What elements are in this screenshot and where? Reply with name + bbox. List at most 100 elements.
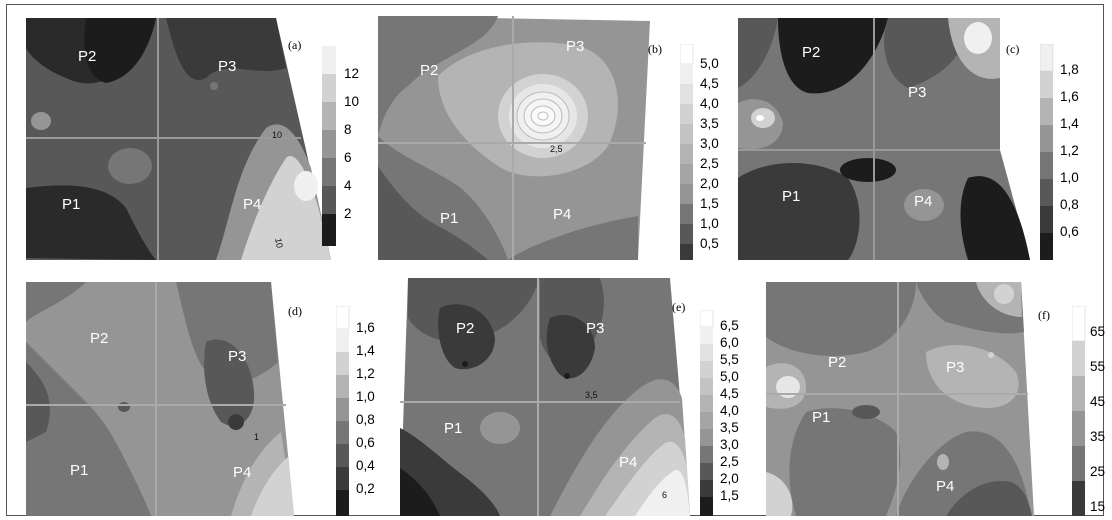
legend-tick: 3,5: [720, 420, 739, 435]
map-b: [378, 16, 650, 260]
plot-label-p4: P4: [233, 464, 252, 481]
legend-tick: 3,0: [700, 136, 719, 151]
plot-label-p3: P3: [228, 348, 247, 365]
panel-letter: (f): [1038, 308, 1050, 322]
legend-bar-c: [1040, 44, 1054, 260]
plot-label-p3: P3: [908, 84, 927, 101]
legend-tick: 2,0: [720, 471, 739, 486]
contour-label: 2,5: [550, 144, 563, 154]
legend-tick: 1,2: [356, 366, 375, 381]
legend-tick: 55: [1090, 359, 1106, 374]
legend-tick: 5,5: [720, 352, 739, 367]
legend-a: 12 10 8 6 4 2: [322, 46, 382, 258]
legend-tick: 2,5: [720, 454, 739, 469]
legend-tick: 6,5: [720, 318, 739, 333]
panel-a: P2 P3 P1 P4 (a) 10 10: [26, 18, 346, 260]
legend-tick: 1,2: [1060, 143, 1079, 158]
contour-label: 1: [254, 432, 260, 442]
legend-f: 65 55 45 35 25 15: [1072, 306, 1106, 516]
legend-bar-b: [680, 44, 694, 260]
legend-bar-a: [322, 46, 336, 246]
legend-b: 5,0 4,5 4,0 3,5 3,0 2,5 2,0 1,5 1,0 0,5: [680, 44, 740, 260]
legend-tick: 4,5: [700, 76, 719, 91]
legend-bar-e: [700, 310, 714, 516]
legend-tick: 3,0: [720, 437, 739, 452]
plot-label-p4: P4: [936, 478, 955, 495]
legend-tick: 4,0: [720, 403, 739, 418]
legend-tick: 1,4: [1060, 116, 1079, 131]
plot-label-p1: P1: [444, 420, 463, 437]
legend-tick: 10: [344, 94, 360, 109]
legend-tick: 8: [344, 122, 352, 137]
legend-tick: 0,4: [356, 458, 375, 473]
plot-label-p3: P3: [566, 38, 585, 55]
legend-tick: 1,0: [1060, 170, 1079, 185]
map-a: [26, 18, 331, 260]
legend-tick: 4,5: [720, 386, 739, 401]
plot-label-p2: P2: [420, 62, 439, 79]
legend-tick: 65: [1090, 324, 1106, 339]
legend-tick: 2,5: [700, 156, 719, 171]
plot-label-p3: P3: [946, 359, 965, 376]
legend-tick: 1,8: [1060, 62, 1079, 77]
map-c: [738, 18, 1030, 260]
plot-label-p4: P4: [619, 454, 638, 471]
panel-letter: (b): [648, 42, 662, 56]
plot-label-p1: P1: [70, 462, 89, 479]
plot-label-p3: P3: [218, 58, 237, 75]
legend-tick: 3,5: [700, 116, 719, 131]
plot-label-p4: P4: [553, 206, 572, 223]
legend-tick: 1,5: [700, 196, 719, 211]
legend-tick: 5,0: [720, 369, 739, 384]
legend-tick: 0,6: [356, 435, 375, 450]
legend-tick: 25: [1090, 464, 1106, 479]
legend-tick: 0,2: [356, 481, 375, 496]
legend-tick: 15: [1090, 499, 1106, 514]
map-d: [26, 282, 294, 516]
legend-tick: 1,6: [356, 320, 375, 335]
plot-label-p2: P2: [78, 48, 97, 65]
panel-letter: (d): [288, 304, 302, 318]
panel-letter: (c): [1006, 42, 1020, 56]
panel-letter: (a): [288, 38, 302, 52]
plot-label-p2: P2: [828, 354, 847, 371]
contour-label: 6: [662, 490, 668, 500]
plot-label-p4: P4: [243, 196, 262, 213]
legend-tick: 0,6: [1060, 224, 1079, 239]
legend-tick: 4: [344, 178, 352, 193]
plot-label-p3: P3: [586, 320, 605, 337]
legend-tick: 1,5: [720, 488, 739, 503]
legend-tick: 0,8: [1060, 197, 1079, 212]
plot-label-p2: P2: [456, 320, 475, 337]
plot-label-p2: P2: [802, 44, 821, 61]
legend-tick: 0,5: [700, 236, 719, 251]
panel-d: P2 P3 P1 P4 (d) 1: [26, 282, 326, 516]
panel-c: P2 P3 P1 P4 (c): [738, 18, 1038, 260]
plot-label-p1: P1: [782, 188, 801, 205]
map-f: [766, 282, 1034, 516]
contour-label: 10: [273, 237, 285, 249]
plot-label-p2: P2: [90, 330, 109, 347]
legend-tick: 4,0: [700, 96, 719, 111]
plot-label-p1: P1: [62, 196, 81, 213]
legend-tick: 2,0: [700, 176, 719, 191]
contour-label: 3,5: [585, 390, 598, 400]
legend-tick: 5,0: [700, 56, 719, 71]
panel-letter: (e): [672, 300, 686, 314]
panel-e: P2 P3 P1 P4 (e) 3,5 6: [400, 278, 700, 516]
legend-bar-d: [336, 306, 350, 516]
legend-tick: 1,0: [356, 389, 375, 404]
legend-tick: 1,4: [356, 343, 375, 358]
plot-label-p4: P4: [914, 193, 933, 210]
map-e: [400, 278, 690, 516]
legend-tick: 1,0: [700, 216, 719, 231]
contour-label: 10: [272, 130, 283, 140]
legend-d: 1,6 1,4 1,2 1,0 0,8 0,6 0,4 0,2: [336, 306, 396, 516]
legend-tick: 6: [344, 150, 352, 165]
legend-c: 1,8 1,6 1,4 1,2 1,0 0,8 0,6: [1040, 44, 1100, 260]
legend-tick: 2: [344, 206, 352, 221]
legend-e: 6,5 6,0 5,5 5,0 4,5 4,0 3,5 3,0 2,5 2,0 …: [700, 310, 760, 516]
plot-label-p1: P1: [440, 210, 459, 227]
legend-tick: 0,8: [356, 412, 375, 427]
legend-tick: 1,6: [1060, 89, 1079, 104]
